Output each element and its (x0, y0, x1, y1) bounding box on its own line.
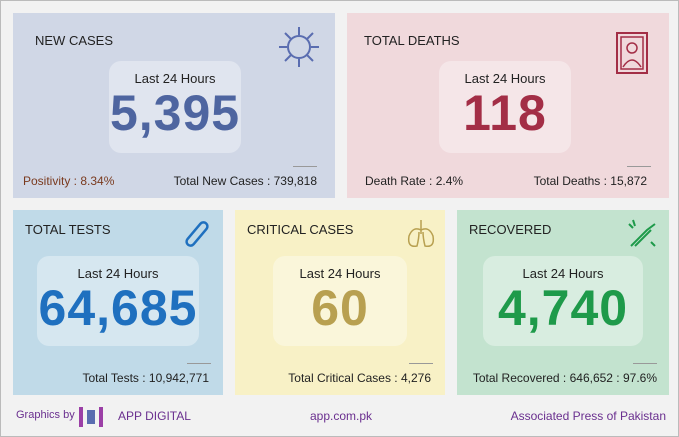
new-cases-value: 5,395 (109, 85, 241, 141)
total-recovered: Total Recovered : 646,652 : 97.6% (472, 371, 657, 385)
critical-value: 60 (311, 280, 369, 336)
death-rate: Death Rate : 2.4% (365, 174, 464, 188)
lungs-icon (407, 220, 435, 248)
total-tests-card: TOTAL TESTS Last 24 Hours 64,685 Total T… (13, 210, 223, 395)
card-title: RECOVERED (469, 222, 552, 237)
new-cases-card: NEW CASES Last 24 Hours 5,395 Positivity… (13, 13, 335, 198)
total-critical: Total Critical Cases : 4,276 (288, 371, 431, 385)
period-label: Last 24 Hours (464, 71, 546, 86)
divider (633, 363, 657, 364)
test-tube-icon (185, 221, 209, 247)
total-new-cases: Total New Cases : 739,818 (173, 174, 317, 188)
last-24h-box: Last 24 Hours 4,740 (483, 256, 643, 346)
divider (187, 363, 211, 364)
divider (293, 166, 317, 167)
last-24h-box: Last 24 Hours 118 (439, 61, 571, 153)
deaths-value: 118 (463, 85, 547, 141)
positivity-rate: Positivity : 8.34% (23, 174, 115, 188)
portrait-frame-icon (616, 32, 648, 74)
recovered-value: 4,740 (497, 280, 629, 336)
graphics-by-label: Graphics by (16, 409, 75, 421)
virus-icon (279, 27, 319, 67)
card-title: TOTAL DEATHS (364, 33, 460, 48)
tests-value: 64,685 (38, 280, 198, 336)
period-label: Last 24 Hours (299, 266, 381, 281)
last-24h-box: Last 24 Hours 5,395 (109, 61, 241, 153)
card-title: TOTAL TESTS (25, 222, 111, 237)
organization-name: Associated Press of Pakistan (510, 409, 666, 423)
last-24h-box: Last 24 Hours 64,685 (37, 256, 199, 346)
app-digital-logo-icon (79, 407, 103, 427)
total-deaths: Total Deaths : 15,872 (533, 174, 647, 188)
recovered-card: RECOVERED Last 24 Hours 4,740 Total Reco… (457, 210, 669, 395)
total-deaths-card: TOTAL DEATHS Last 24 Hours 118 Death Rat… (347, 13, 669, 198)
divider (409, 363, 433, 364)
sanitize-hands-icon (628, 219, 656, 247)
site-link[interactable]: app.com.pk (310, 409, 373, 423)
period-label: Last 24 Hours (134, 71, 216, 86)
card-title: NEW CASES (35, 33, 114, 48)
period-label: Last 24 Hours (77, 266, 159, 281)
total-tests: Total Tests : 10,942,771 (82, 371, 209, 385)
card-title: CRITICAL CASES (247, 222, 354, 237)
period-label: Last 24 Hours (522, 266, 604, 281)
last-24h-box: Last 24 Hours 60 (273, 256, 407, 346)
app-digital-brand: APP DIGITAL (118, 409, 191, 423)
critical-cases-card: CRITICAL CASES Last 24 Hours 60 Total Cr… (235, 210, 445, 395)
divider (627, 166, 651, 167)
